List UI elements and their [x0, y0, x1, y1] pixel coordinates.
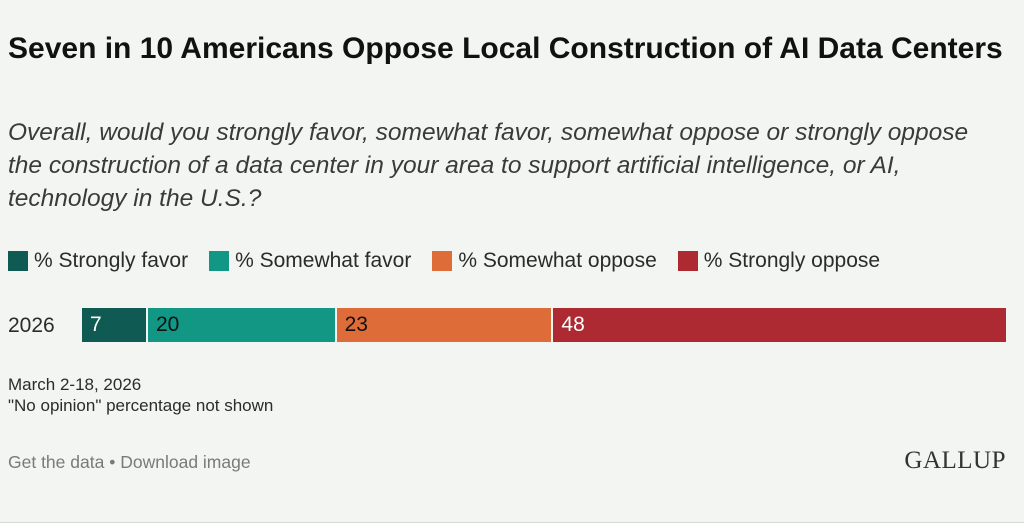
- footer-separator: •: [109, 452, 116, 472]
- gallup-logo: GALLUP: [904, 447, 1006, 474]
- legend-item-somewhat-oppose: % Somewhat oppose: [432, 249, 657, 273]
- legend-label-somewhat-favor: % Somewhat favor: [235, 249, 412, 272]
- legend-item-strongly-oppose: % Strongly oppose: [677, 249, 881, 273]
- legend-label-strongly-oppose: % Strongly oppose: [703, 249, 881, 272]
- get-data-link[interactable]: Get the data: [8, 452, 105, 472]
- value-label-somewhat-favor: 20: [156, 313, 180, 336]
- legend-swatch-somewhat-favor: [209, 251, 230, 271]
- legend: % Strongly favor % Somewhat favor % Somewh…: [8, 247, 901, 275]
- value-label-strongly-favor: 7: [90, 313, 102, 336]
- legend-swatch-somewhat-oppose: [432, 251, 453, 271]
- bar-segment-somewhat-favor: 20: [148, 308, 337, 342]
- legend-item-strongly-favor: % Strongly favor: [8, 249, 188, 273]
- bar-segment-strongly-favor: 7: [82, 308, 148, 342]
- stacked-bar-2026: 7 20 23 48: [82, 308, 1006, 342]
- legend-label-somewhat-oppose: % Somewhat oppose: [458, 249, 657, 272]
- footnote: "No opinion" percentage not shown: [8, 396, 274, 415]
- legend-item-somewhat-favor: % Somewhat favor: [209, 249, 411, 273]
- bar-segment-somewhat-oppose: 23: [336, 308, 554, 342]
- download-image-link[interactable]: Download image: [120, 452, 251, 472]
- bar-segment-strongly-oppose: 48: [553, 308, 1006, 342]
- legend-swatch-strongly-oppose: [677, 251, 698, 271]
- survey-dates: March 2-18, 2026: [8, 375, 142, 394]
- row-label-2026: 2026: [8, 314, 55, 337]
- value-label-strongly-oppose: 48: [561, 313, 585, 336]
- legend-label-strongly-favor: % Strongly favor: [34, 249, 189, 272]
- legend-swatch-strongly-favor: [8, 251, 28, 271]
- value-label-somewhat-oppose: 23: [344, 313, 368, 336]
- chart-subtitle: Overall, would you strongly favor, somew…: [8, 119, 969, 212]
- footer-links: Get the data • Download image: [8, 451, 251, 473]
- chart-title: Seven in 10 Americans Oppose Local Const…: [8, 32, 1003, 65]
